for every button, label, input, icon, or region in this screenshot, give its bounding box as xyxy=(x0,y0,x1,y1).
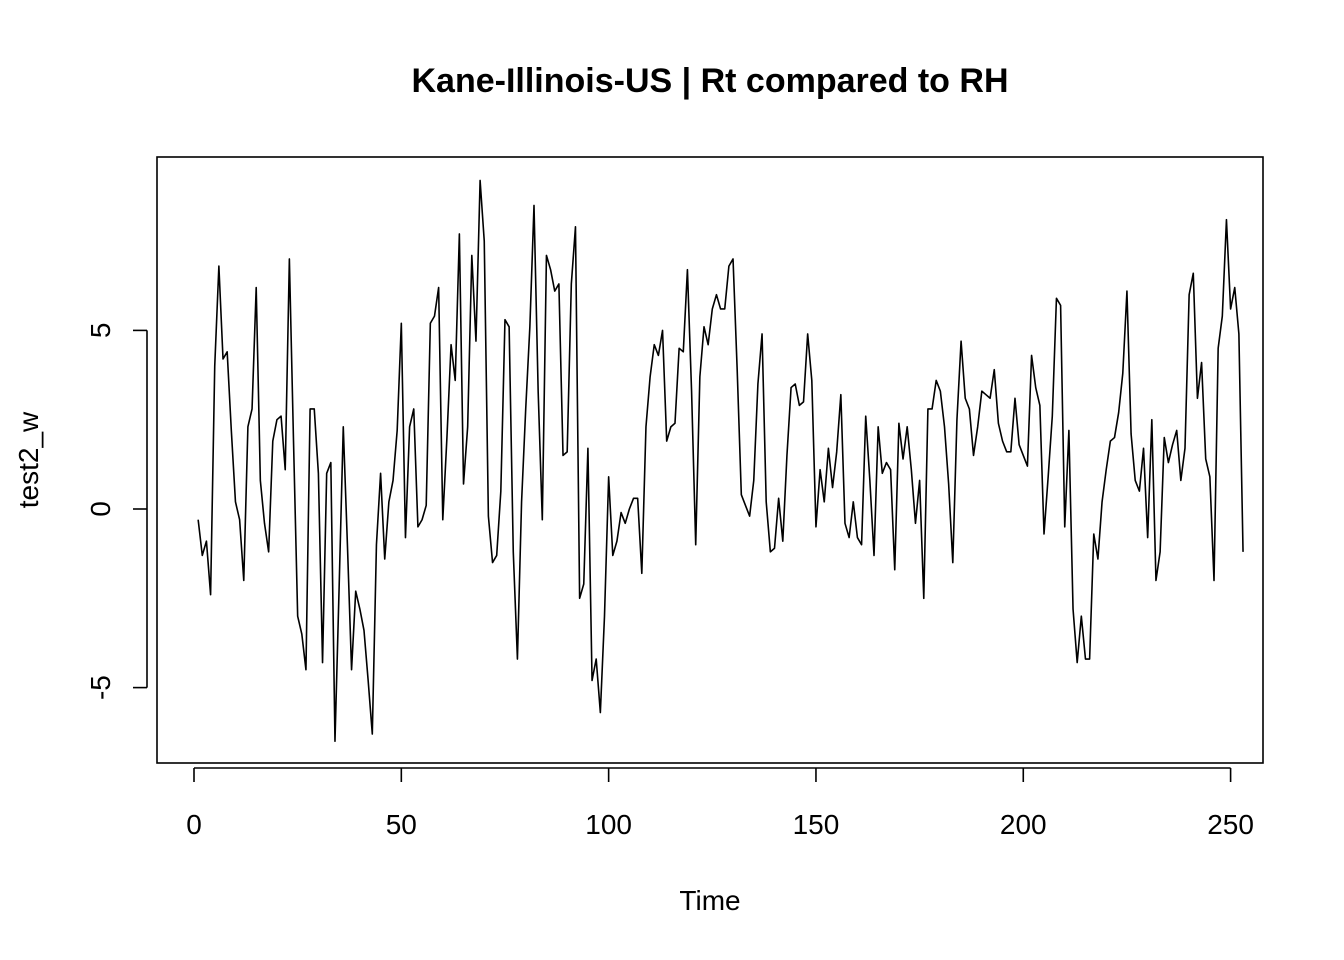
x-tick-label: 0 xyxy=(186,809,202,840)
y-tick-label: -5 xyxy=(85,675,116,700)
x-tick-label: 150 xyxy=(793,809,840,840)
x-tick-label: 200 xyxy=(1000,809,1047,840)
plot-frame xyxy=(156,156,1264,764)
y-tick-label: 0 xyxy=(85,501,116,517)
series-line xyxy=(197,179,1244,742)
x-tick-label: 50 xyxy=(386,809,417,840)
chart-title: Kane-Illinois-US | Rt compared to RH xyxy=(411,62,1008,100)
y-axis: -5 0 5 xyxy=(85,323,148,700)
x-axis-label: Time xyxy=(679,885,740,916)
y-tick-label: 5 xyxy=(85,323,116,339)
x-tick-label: 100 xyxy=(585,809,632,840)
x-tick-label: 250 xyxy=(1207,809,1254,840)
y-axis-label: test2_w xyxy=(13,411,44,508)
x-axis: 0 50 100 150 200 250 xyxy=(186,767,1254,840)
